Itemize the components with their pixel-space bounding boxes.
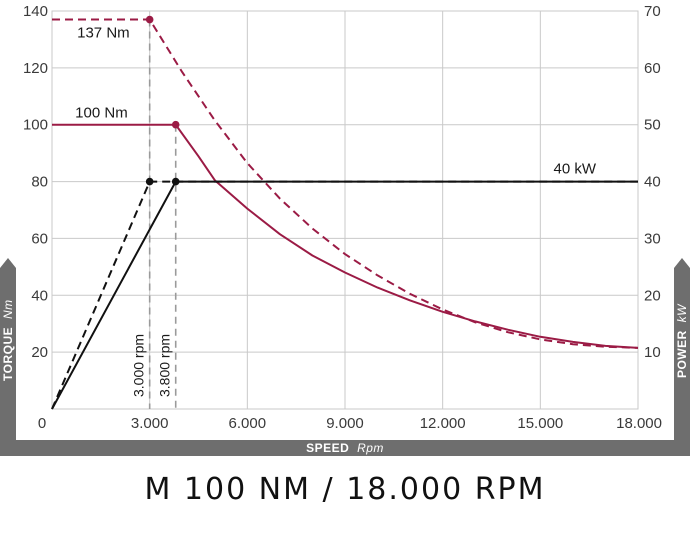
left-y-tick-label: 140 bbox=[23, 3, 48, 20]
data-markers bbox=[145, 15, 180, 186]
data-point-marker bbox=[145, 177, 154, 186]
right-y-tick-label: 50 bbox=[644, 117, 661, 134]
x-tick-label: 0 bbox=[38, 415, 46, 432]
guide-lines: 3.000 rpm 3.800 rpm bbox=[131, 19, 177, 409]
right-y-tick-label: 40 bbox=[644, 174, 661, 191]
x-axis-label: SPEED bbox=[306, 441, 349, 455]
left-y-tick-label: 20 bbox=[31, 344, 48, 361]
left-y-tick-label: 60 bbox=[31, 230, 48, 247]
x-axis-band-bg bbox=[0, 440, 690, 456]
right-y-tick-label: 70 bbox=[644, 3, 661, 20]
left-y-tick-label: 40 bbox=[31, 287, 48, 304]
right-axis-label: POWER bbox=[675, 330, 689, 378]
x-tick-label: 6.000 bbox=[229, 415, 267, 432]
x-axis-unit: Rpm bbox=[357, 441, 384, 455]
left-axis-band-bg bbox=[0, 258, 16, 440]
guide-label: 3.800 rpm bbox=[157, 334, 173, 397]
x-axis-band: SPEED Rpm bbox=[0, 440, 690, 456]
left-axis-title: TORQUE Nm bbox=[1, 299, 15, 381]
right-y-tick-label: 30 bbox=[644, 230, 661, 247]
x-tick-label: 12.000 bbox=[420, 415, 466, 432]
x-tick-label: 18.000 bbox=[616, 415, 662, 432]
data-point-marker bbox=[171, 120, 180, 129]
right-axis-unit: kW bbox=[675, 303, 689, 323]
left-y-tick-label: 80 bbox=[31, 174, 48, 191]
right-y-tick-label: 10 bbox=[644, 344, 661, 361]
x-tick-label: 9.000 bbox=[326, 415, 364, 432]
annotation-label: 100 Nm bbox=[75, 105, 128, 122]
right-axis-band-bg bbox=[674, 258, 690, 440]
right-y-tick-labels: 10 20 30 40 50 60 70 bbox=[644, 3, 661, 361]
right-axis-band: POWER kW bbox=[674, 258, 690, 440]
right-axis-title: POWER kW bbox=[675, 303, 689, 378]
left-y-tick-label: 120 bbox=[23, 60, 48, 77]
x-tick-label: 3.000 bbox=[131, 415, 169, 432]
left-y-tick-label: 100 bbox=[23, 117, 48, 134]
left-y-tick-labels: 20 40 60 80 100 120 140 bbox=[23, 3, 48, 361]
annotations: 137 Nm 100 Nm 40 kW bbox=[75, 25, 597, 178]
data-point-marker bbox=[171, 177, 180, 186]
x-axis-title: SPEED Rpm bbox=[306, 441, 384, 455]
torque-dashed-series-line bbox=[52, 18, 639, 349]
data-point-marker bbox=[145, 15, 154, 24]
chart-caption: M 100 NM / 18.000 RPM bbox=[144, 472, 546, 507]
x-tick-labels: 0 3.000 6.000 9.000 12.000 15.000 18.000 bbox=[38, 415, 662, 432]
right-y-tick-label: 60 bbox=[644, 60, 661, 77]
guide-label: 3.000 rpm bbox=[131, 334, 147, 397]
annotation-label: 137 Nm bbox=[77, 25, 130, 42]
right-y-tick-label: 20 bbox=[644, 287, 661, 304]
annotation-label: 40 kW bbox=[553, 161, 596, 178]
left-axis-label: TORQUE bbox=[1, 327, 15, 381]
left-axis-band: TORQUE Nm bbox=[0, 258, 16, 440]
left-axis-unit: Nm bbox=[1, 299, 15, 319]
x-tick-label: 15.000 bbox=[517, 415, 563, 432]
torque-solid-series-line bbox=[52, 123, 639, 349]
